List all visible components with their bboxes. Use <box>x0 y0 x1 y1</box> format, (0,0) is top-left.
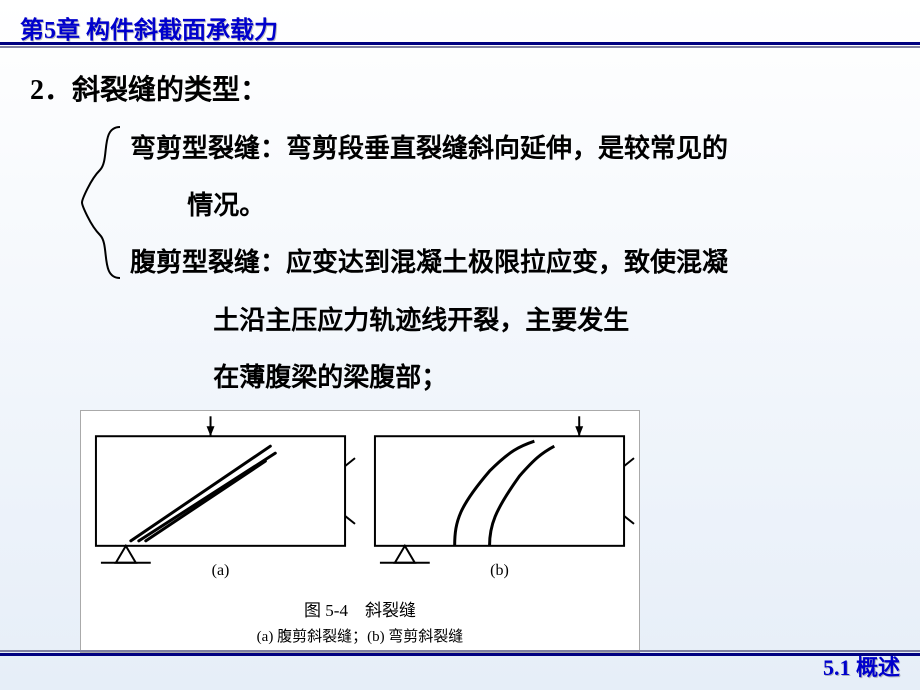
footer-rule-2 <box>0 650 920 652</box>
figure-caption-sub: (a) 腹剪斜裂缝；(b) 弯剪斜裂缝 <box>81 625 639 646</box>
header-rule-2 <box>0 46 920 48</box>
panel-label-b: (b) <box>360 562 639 580</box>
section-title: 2．斜裂缝的类型： <box>30 68 268 108</box>
header-rule <box>0 42 920 45</box>
content-line: 在薄腹梁的梁腹部； <box>130 349 890 406</box>
section-name: 斜裂缝的类型： <box>72 75 268 106</box>
content-line: 弯剪型裂缝：弯剪段垂直裂缝斜向延伸，是较常见的 <box>130 120 890 177</box>
content-line: 情况。 <box>130 177 890 234</box>
content-line: 腹剪型裂缝：应变达到混凝土极限拉应变，致使混凝 <box>130 234 890 291</box>
figure-panels: (a) (b) <box>81 411 639 586</box>
chapter-header: 第5章 构件斜截面承载力 <box>20 10 278 45</box>
figure-caption: 图 5-4 斜裂缝 (a) 腹剪斜裂缝；(b) 弯剪斜裂缝 <box>81 586 639 652</box>
content-block: 弯剪型裂缝：弯剪段垂直裂缝斜向延伸，是较常见的 情况。 腹剪型裂缝：应变达到混凝… <box>130 120 890 406</box>
section-footer: 5.1 概述 <box>823 650 900 682</box>
figure-caption-main: 图 5-4 斜裂缝 <box>81 596 639 621</box>
figure-panel-a: (a) <box>81 411 360 586</box>
panel-label-a: (a) <box>81 562 360 580</box>
footer-rule <box>0 653 920 656</box>
section-number: 2． <box>30 75 72 106</box>
brace-icon <box>80 125 125 280</box>
figure-panel-b: (b) <box>360 411 639 586</box>
content-line: 土沿主压应力轨迹线开裂，主要发生 <box>130 292 890 349</box>
figure-5-4: (a) (b) 图 5-4 斜裂缝 (a) 腹剪斜裂缝；(b) 弯剪斜裂缝 <box>80 410 640 653</box>
